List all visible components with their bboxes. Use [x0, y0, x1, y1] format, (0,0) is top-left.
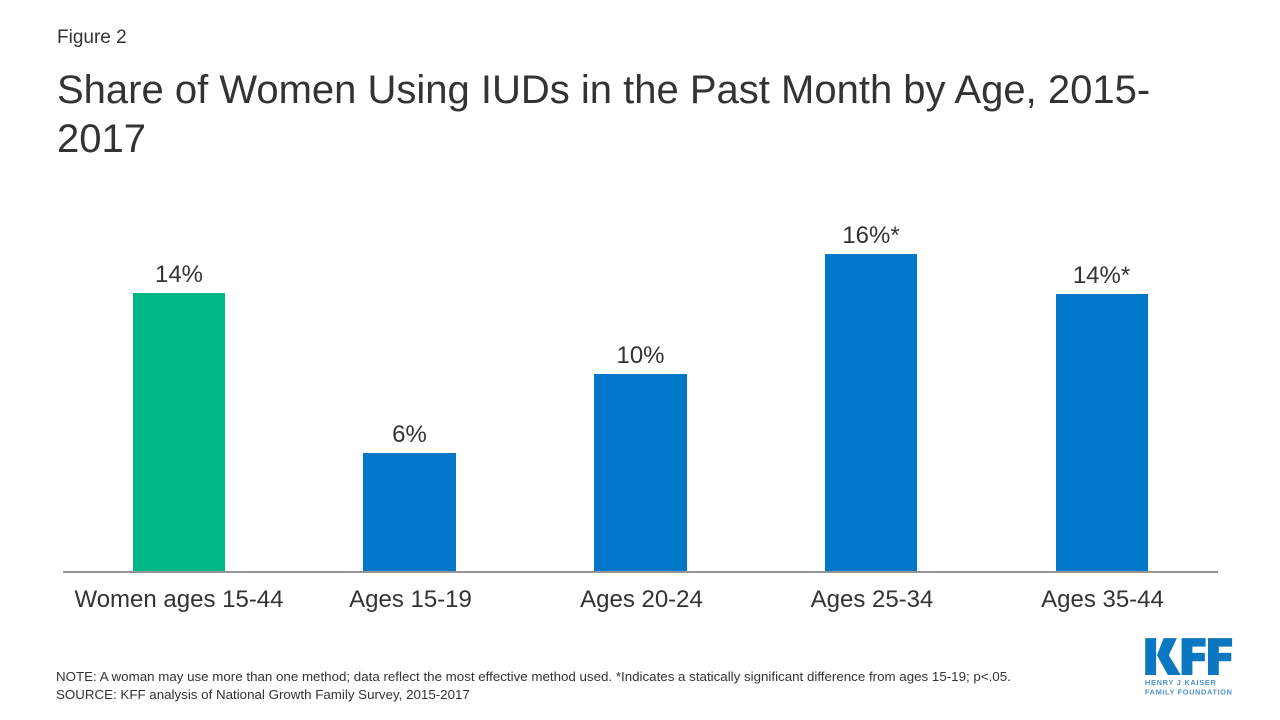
svg-text:FAMILY FOUNDATION: FAMILY FOUNDATION	[1145, 687, 1233, 696]
svg-text:HENRY J KAISER: HENRY J KAISER	[1145, 678, 1217, 687]
